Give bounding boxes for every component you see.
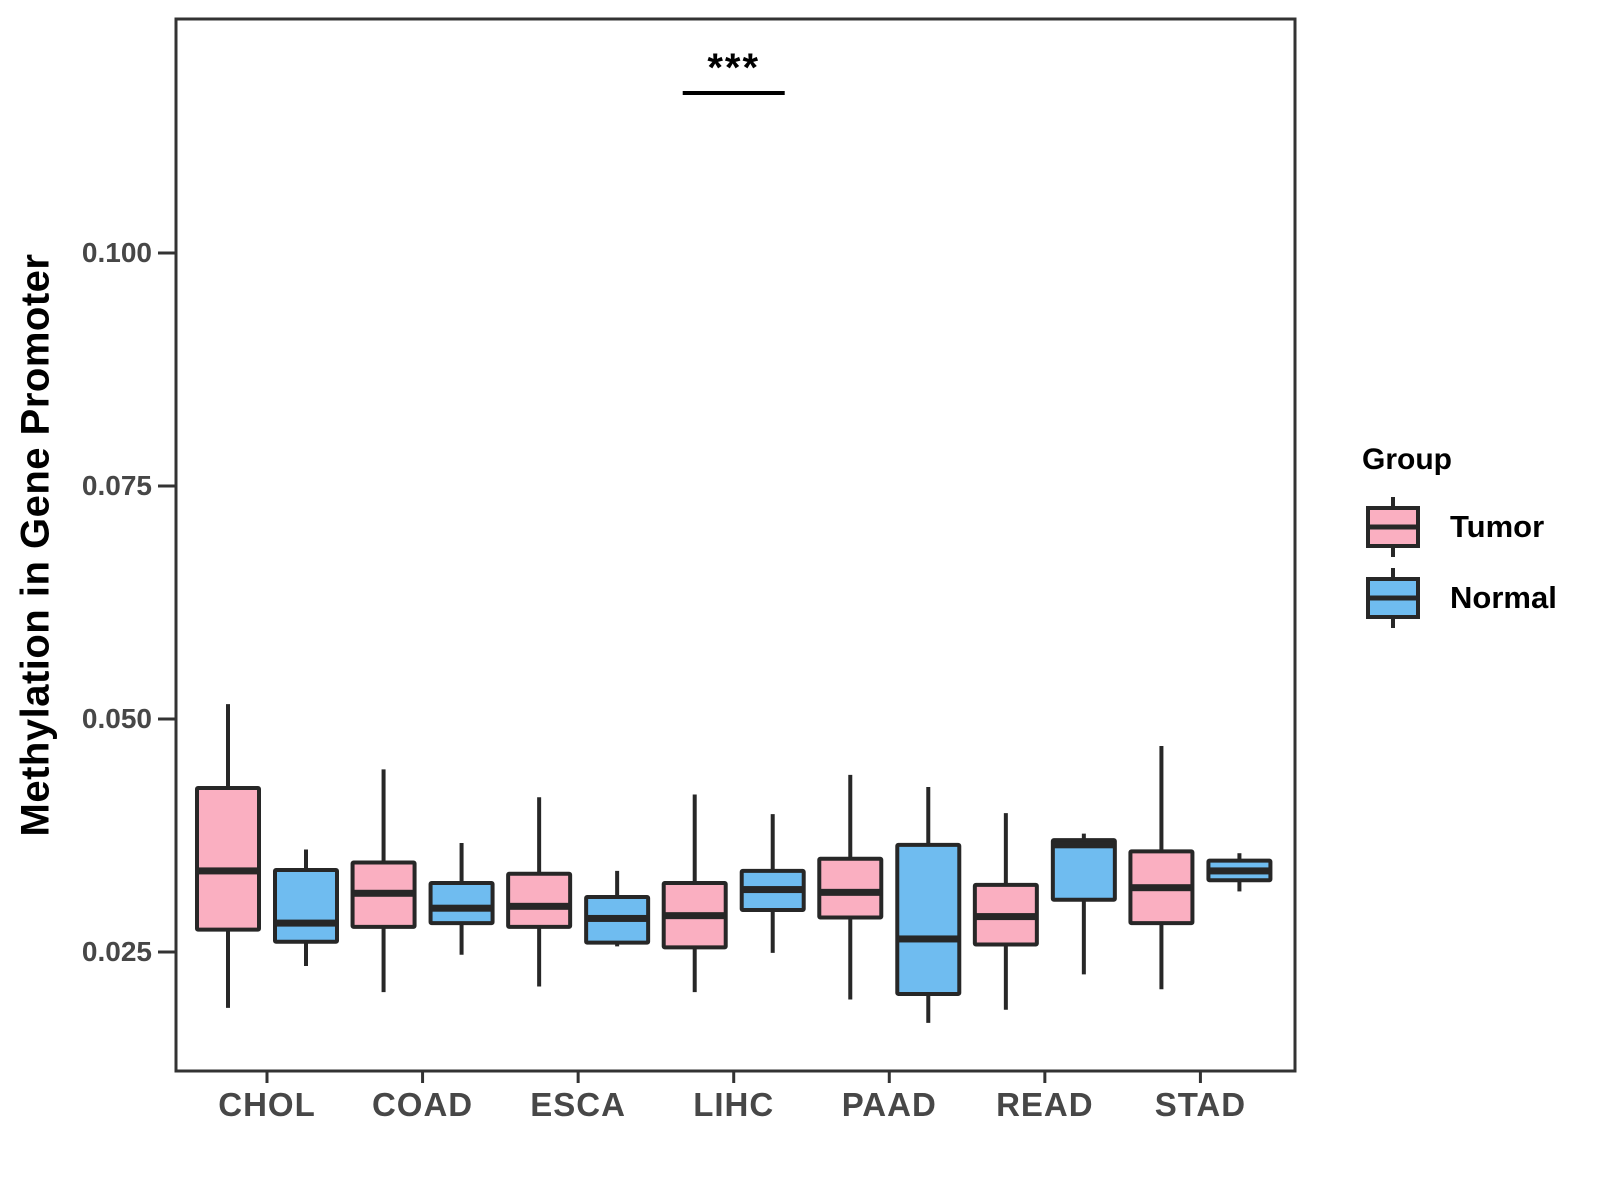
box-chol-tumor-median [197, 867, 259, 875]
box-coad-tumor-median [352, 889, 415, 897]
box-read-normal-median [1052, 841, 1115, 849]
box-coad-normal [428, 881, 495, 926]
legend-label-normal: Normal [1450, 579, 1557, 615]
legend-item-tumor: Tumor [1362, 491, 1557, 562]
x-tick-label-coad: COAD [371, 1086, 474, 1123]
box-stad-normal-median [1208, 867, 1271, 875]
box-coad-normal-median [430, 904, 493, 912]
y-tick-label: 0.100 [81, 237, 152, 268]
box-read-normal [1050, 838, 1117, 902]
box-paad-normal [895, 842, 962, 996]
significance-stars: *** [707, 46, 761, 90]
x-tick-label-stad: STAD [1154, 1086, 1247, 1123]
box-lihc-normal-median [741, 886, 804, 894]
box-esca-tumor [506, 871, 573, 929]
box-read-tumor-median [974, 913, 1037, 921]
x-tick-label-esca: ESCA [530, 1086, 626, 1123]
legend: Group Tumor Normal [1362, 443, 1557, 633]
normal-boxplot-key-icon [1366, 567, 1420, 628]
box-paad-tumor-median [819, 888, 882, 896]
x-tick-label-lihc: LIHC [693, 1086, 775, 1123]
box-lihc-tumor-median [663, 912, 726, 920]
box-chol-normal-median [275, 919, 337, 927]
box-paad-normal-median [897, 935, 960, 943]
box-stad-tumor-median [1130, 884, 1193, 892]
x-tick-label-chol: CHOL [218, 1086, 316, 1123]
panel-border [174, 17, 1297, 1073]
y-tick-label: 0.025 [81, 936, 152, 967]
x-tick-label-paad: PAAD [841, 1086, 937, 1123]
legend-item-normal: Normal [1362, 562, 1557, 633]
box-paad-tumor [817, 856, 884, 920]
y-tick-label: 0.050 [81, 703, 152, 734]
y-tick-label: 0.075 [81, 470, 152, 501]
legend-title: Group [1362, 443, 1452, 476]
y-axis-title: Methylation in Gene Promoter [13, 253, 58, 837]
x-tick-label-read: READ [996, 1086, 1094, 1123]
box-esca-normal-median [586, 914, 649, 922]
box-esca-tumor-median [508, 902, 571, 910]
box-chol-tumor [195, 785, 261, 932]
legend-label-tumor: Tumor [1450, 508, 1545, 544]
box-chol-normal [273, 867, 339, 944]
tumor-boxplot-key-icon [1366, 496, 1420, 557]
